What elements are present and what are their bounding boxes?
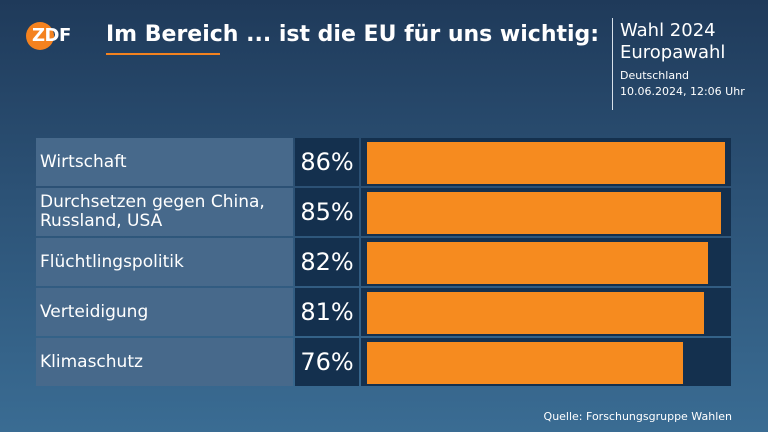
chart-row: Durchsetzen gegen China, Russland, USA 85… [36,188,736,236]
info-timestamp: 10.06.2024, 12:06 Uhr [620,85,745,98]
info-country: Deutschland [620,69,690,82]
chart-row: Flüchtlingspolitik 82% [36,238,736,286]
zdf-logo: ZDF [26,22,82,50]
value-label: 85% [295,188,359,236]
category-label: Flüchtlingspolitik [36,238,293,286]
value-label: 76% [295,338,359,386]
page-title: Im Bereich ... ist die EU für uns wichti… [106,22,600,47]
chart-row: Verteidigung 81% [36,288,736,336]
bar-chart: Wirtschaft 86% Durchsetzen gegen China, Ru… [36,138,736,386]
bar [367,292,704,334]
category-label: Wirtschaft [36,138,293,186]
chart-row: Klimaschutz 76% [36,338,736,386]
bar [367,342,683,384]
header-divider [612,18,613,110]
zdf-logo-circle [26,22,54,50]
zdf-logo-text: ZDF [32,25,71,46]
category-label: Durchsetzen gegen China, Russland, USA [36,188,293,236]
bar [367,192,721,234]
value-label: 81% [295,288,359,336]
info-election-name: Europawahl [620,42,726,63]
category-label: Verteidigung [36,288,293,336]
bar [367,142,725,184]
bar [367,242,708,284]
chart-row: Wirtschaft 86% [36,138,736,186]
value-label: 82% [295,238,359,286]
source-note: Quelle: Forschungsgruppe Wahlen [543,410,732,423]
title-underline [106,53,220,55]
category-label: Klimaschutz [36,338,293,386]
election-info: Wahl 2024 Europawahl Deutschland 10.06.2… [620,20,745,100]
value-label: 86% [295,138,359,186]
info-election-year: Wahl 2024 [620,20,716,41]
